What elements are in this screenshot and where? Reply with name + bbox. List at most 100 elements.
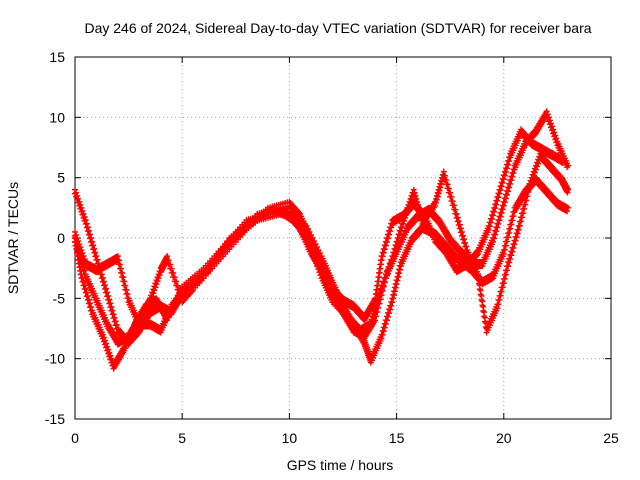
data-point bbox=[436, 187, 443, 194]
data-point bbox=[516, 222, 523, 229]
data-point bbox=[156, 272, 163, 279]
y-tick-label: 10 bbox=[49, 109, 65, 125]
data-point bbox=[368, 320, 375, 327]
x-tick-label: 20 bbox=[496, 430, 512, 446]
x-tick-label: 15 bbox=[389, 430, 405, 446]
data-point bbox=[154, 278, 161, 285]
data-point bbox=[382, 321, 389, 328]
data-point bbox=[500, 176, 507, 183]
data-point bbox=[211, 260, 218, 267]
data-point bbox=[524, 193, 531, 200]
data-point bbox=[372, 308, 379, 315]
data-point bbox=[492, 205, 499, 212]
y-tick-label: 5 bbox=[57, 170, 65, 186]
data-point bbox=[506, 184, 513, 191]
data-point bbox=[532, 166, 539, 173]
data-point bbox=[386, 310, 393, 317]
data-point bbox=[387, 228, 394, 235]
data-point bbox=[528, 178, 535, 185]
data-point bbox=[432, 202, 439, 209]
data-point bbox=[496, 217, 503, 224]
data-point bbox=[392, 246, 399, 253]
data-point bbox=[531, 131, 538, 138]
data-point bbox=[380, 249, 387, 256]
x-axis-label: GPS time / hours bbox=[287, 457, 394, 473]
data-point bbox=[501, 275, 508, 282]
data-point bbox=[530, 172, 537, 179]
data-point bbox=[383, 239, 390, 245]
x-tick-label: 5 bbox=[178, 430, 186, 446]
data-point bbox=[508, 177, 515, 184]
data-point bbox=[515, 226, 522, 233]
data-point bbox=[382, 275, 389, 282]
data-point bbox=[474, 252, 480, 259]
data-point bbox=[505, 161, 512, 168]
data-point bbox=[385, 267, 392, 274]
data-point bbox=[439, 178, 446, 185]
data-point bbox=[152, 284, 159, 291]
data-point bbox=[395, 235, 402, 242]
data-point bbox=[151, 287, 158, 294]
data-point bbox=[499, 284, 506, 291]
data-point bbox=[496, 190, 503, 197]
data-point bbox=[148, 296, 155, 303]
data-point bbox=[217, 251, 224, 258]
data-point bbox=[153, 281, 160, 288]
data-point bbox=[498, 210, 505, 217]
data-point bbox=[494, 305, 501, 312]
x-tick-label: 25 bbox=[603, 430, 619, 446]
data-point bbox=[391, 288, 398, 295]
data-point bbox=[382, 242, 389, 249]
y-tick-label: -10 bbox=[45, 351, 65, 367]
data-point bbox=[529, 175, 536, 182]
data-point bbox=[393, 281, 400, 288]
data-point bbox=[519, 214, 526, 221]
grid-lines bbox=[75, 57, 611, 419]
data-point bbox=[393, 242, 400, 249]
data-point bbox=[526, 184, 533, 191]
data-point bbox=[390, 253, 397, 260]
data-point bbox=[375, 296, 382, 303]
data-point bbox=[499, 206, 506, 213]
data-point bbox=[378, 257, 385, 264]
data-point bbox=[495, 220, 502, 227]
data-point bbox=[495, 194, 502, 201]
data-point bbox=[504, 267, 511, 274]
data-point bbox=[565, 204, 572, 211]
data-point bbox=[396, 231, 403, 238]
data-point bbox=[509, 173, 516, 180]
data-point bbox=[395, 273, 402, 280]
data-point bbox=[400, 220, 407, 227]
y-tick-label: 0 bbox=[57, 230, 65, 246]
data-point bbox=[494, 224, 501, 231]
data-point bbox=[398, 224, 405, 231]
data-point bbox=[207, 266, 214, 273]
data-point bbox=[377, 289, 384, 296]
data-point bbox=[502, 169, 509, 176]
data-point bbox=[397, 228, 404, 235]
data-point bbox=[434, 193, 441, 200]
data-points bbox=[72, 108, 572, 372]
data-point bbox=[510, 170, 517, 177]
data-point bbox=[397, 266, 404, 273]
data-point bbox=[493, 228, 500, 235]
data-point bbox=[392, 284, 399, 291]
data-point bbox=[522, 201, 529, 208]
data-point bbox=[204, 269, 211, 276]
data-point bbox=[387, 306, 394, 313]
data-point bbox=[517, 218, 524, 225]
data-point bbox=[438, 181, 445, 188]
data-point bbox=[508, 221, 515, 228]
data-point bbox=[391, 292, 398, 299]
data-point bbox=[386, 264, 393, 271]
data-point bbox=[396, 270, 403, 277]
data-point bbox=[531, 169, 538, 176]
data-point bbox=[213, 257, 220, 264]
data-point bbox=[497, 292, 504, 299]
data-point bbox=[388, 260, 395, 267]
data-point bbox=[388, 302, 395, 309]
data-point bbox=[565, 162, 572, 169]
data-point bbox=[507, 255, 514, 262]
data-point bbox=[496, 296, 503, 303]
